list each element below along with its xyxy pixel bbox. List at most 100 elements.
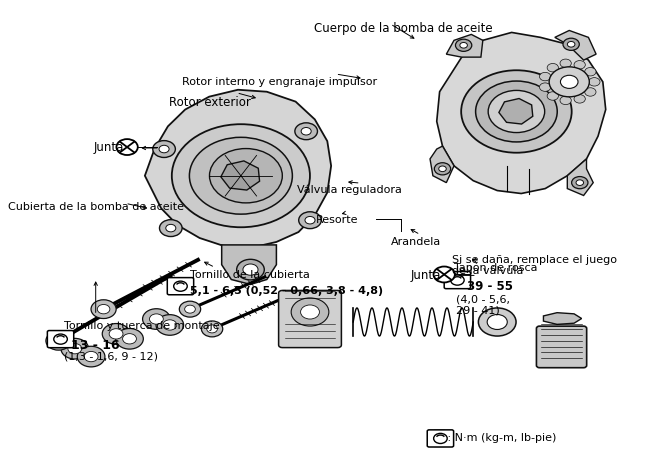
- Circle shape: [54, 334, 67, 344]
- Text: Válvula reguladora: Válvula reguladora: [297, 184, 402, 195]
- Circle shape: [61, 338, 88, 359]
- Circle shape: [46, 331, 71, 350]
- Circle shape: [572, 176, 588, 189]
- Circle shape: [589, 78, 600, 86]
- Polygon shape: [499, 99, 533, 124]
- Circle shape: [184, 305, 196, 313]
- Circle shape: [547, 92, 559, 100]
- Text: Tornillo y tuerca de montaje: Tornillo y tuerca de montaje: [64, 321, 220, 331]
- Circle shape: [209, 148, 283, 203]
- Circle shape: [560, 59, 572, 67]
- Text: 5,1 - 6,5 (0,52 - 0,66, 3,8 - 4,8): 5,1 - 6,5 (0,52 - 0,66, 3,8 - 4,8): [190, 286, 383, 296]
- Polygon shape: [567, 159, 593, 195]
- Circle shape: [295, 123, 317, 140]
- Circle shape: [568, 41, 575, 47]
- Circle shape: [549, 67, 589, 97]
- Circle shape: [563, 38, 579, 50]
- Text: (1,3 - 1,6, 9 - 12): (1,3 - 1,6, 9 - 12): [64, 352, 158, 362]
- Circle shape: [299, 212, 321, 228]
- Circle shape: [576, 180, 583, 185]
- Text: Junta: Junta: [94, 142, 124, 155]
- Circle shape: [585, 88, 596, 96]
- Circle shape: [91, 300, 116, 319]
- Circle shape: [434, 266, 455, 283]
- Polygon shape: [543, 313, 581, 324]
- FancyBboxPatch shape: [427, 430, 454, 447]
- Circle shape: [207, 325, 217, 333]
- Text: (4,0 - 5,6,
29 - 41): (4,0 - 5,6, 29 - 41): [456, 294, 510, 316]
- Text: Cubierta de la bomba de aceite: Cubierta de la bomba de aceite: [8, 201, 184, 211]
- Circle shape: [461, 70, 572, 153]
- Circle shape: [77, 346, 105, 367]
- Circle shape: [116, 328, 143, 349]
- Circle shape: [547, 64, 559, 72]
- Text: 13 - 16: 13 - 16: [71, 339, 119, 352]
- Circle shape: [478, 308, 516, 336]
- Circle shape: [243, 264, 258, 275]
- Circle shape: [52, 336, 65, 346]
- Circle shape: [560, 96, 572, 105]
- Polygon shape: [430, 146, 454, 182]
- Text: Resorte: Resorte: [315, 215, 358, 225]
- FancyBboxPatch shape: [434, 430, 445, 447]
- Circle shape: [68, 344, 82, 354]
- Circle shape: [165, 224, 176, 232]
- Circle shape: [301, 128, 311, 135]
- Text: Rotor exterior: Rotor exterior: [169, 97, 251, 109]
- Circle shape: [574, 61, 585, 69]
- Text: Arandela: Arandela: [391, 237, 441, 247]
- FancyBboxPatch shape: [47, 330, 74, 348]
- Circle shape: [434, 433, 447, 444]
- Circle shape: [172, 124, 310, 227]
- Text: Tapón de rosca: Tapón de rosca: [454, 263, 537, 273]
- Circle shape: [174, 281, 187, 291]
- Circle shape: [109, 328, 123, 339]
- Polygon shape: [446, 35, 483, 57]
- Circle shape: [102, 324, 130, 344]
- Circle shape: [291, 298, 329, 326]
- Circle shape: [574, 95, 585, 103]
- Circle shape: [305, 217, 315, 224]
- Polygon shape: [145, 90, 331, 248]
- Text: Cuerpo de la bomba de aceite: Cuerpo de la bomba de aceite: [313, 22, 492, 36]
- Circle shape: [475, 81, 557, 142]
- Circle shape: [97, 304, 110, 314]
- Circle shape: [585, 67, 596, 76]
- Circle shape: [560, 75, 578, 88]
- Polygon shape: [437, 32, 606, 193]
- FancyBboxPatch shape: [444, 272, 471, 289]
- Circle shape: [84, 351, 98, 362]
- Circle shape: [143, 309, 170, 329]
- Circle shape: [439, 166, 446, 172]
- Circle shape: [122, 334, 137, 344]
- Text: Rotor interno y engranaje impulsor: Rotor interno y engranaje impulsor: [182, 77, 377, 87]
- Text: : N·m (kg-m, lb-pie): : N·m (kg-m, lb-pie): [438, 433, 557, 444]
- Circle shape: [150, 314, 164, 324]
- FancyBboxPatch shape: [167, 278, 194, 295]
- Text: Si se daña, remplace el juego
de la válvula: Si se daña, remplace el juego de la válv…: [452, 255, 617, 276]
- Text: 39 - 55: 39 - 55: [468, 280, 513, 293]
- Text: Junta: Junta: [411, 269, 441, 282]
- Circle shape: [160, 219, 182, 237]
- Circle shape: [237, 259, 264, 280]
- Circle shape: [163, 320, 177, 330]
- Circle shape: [451, 275, 464, 285]
- Circle shape: [540, 83, 551, 91]
- FancyBboxPatch shape: [536, 326, 587, 368]
- Circle shape: [301, 305, 319, 319]
- Circle shape: [116, 139, 138, 155]
- Circle shape: [460, 43, 468, 48]
- Circle shape: [179, 301, 201, 317]
- Circle shape: [488, 91, 545, 133]
- Circle shape: [190, 137, 292, 214]
- Text: Tornillo de la cubierta: Tornillo de la cubierta: [190, 270, 310, 280]
- Circle shape: [201, 321, 223, 337]
- Polygon shape: [555, 30, 596, 60]
- Circle shape: [455, 39, 472, 51]
- Circle shape: [153, 141, 175, 157]
- Circle shape: [487, 314, 508, 329]
- Circle shape: [434, 163, 451, 175]
- Polygon shape: [221, 161, 260, 190]
- Polygon shape: [222, 245, 277, 284]
- Circle shape: [156, 315, 184, 335]
